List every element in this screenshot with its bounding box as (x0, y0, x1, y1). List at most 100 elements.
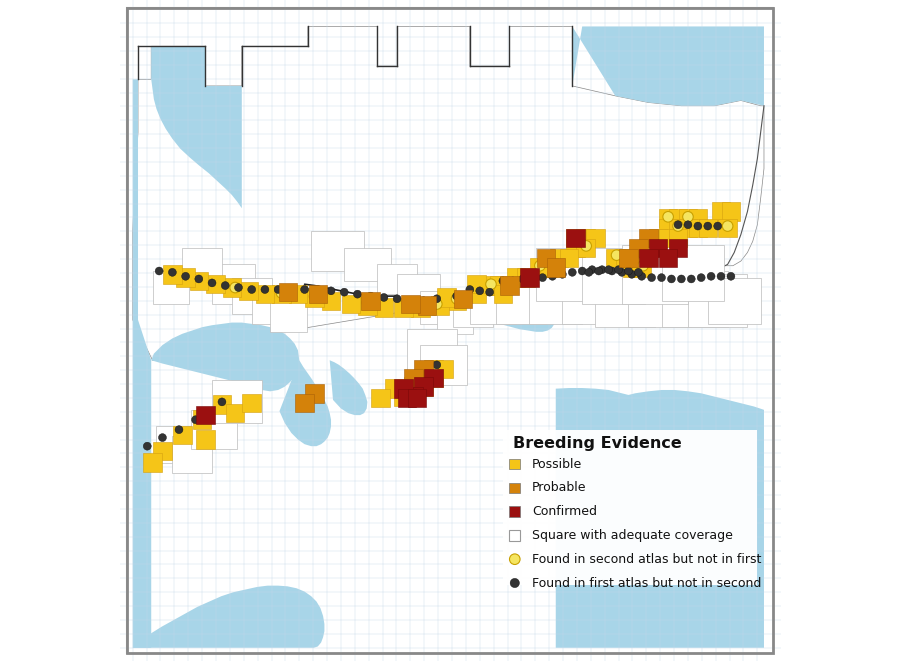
Bar (173, 436, 212, 473)
Circle shape (486, 279, 496, 290)
Bar (358, 296, 376, 315)
Bar (707, 278, 760, 324)
Bar (424, 369, 443, 387)
Bar (437, 288, 456, 307)
Bar (434, 360, 453, 378)
Circle shape (419, 297, 428, 305)
Bar (509, 506, 520, 517)
Bar (414, 377, 433, 396)
Circle shape (380, 293, 388, 301)
Text: Confirmed: Confirmed (532, 505, 597, 518)
Circle shape (508, 277, 517, 285)
Bar (560, 249, 578, 267)
Circle shape (628, 270, 635, 278)
Bar (176, 268, 195, 287)
Bar (679, 219, 698, 237)
Polygon shape (132, 79, 151, 648)
Bar (401, 295, 419, 313)
Bar (688, 274, 747, 327)
Circle shape (235, 284, 242, 292)
Bar (305, 384, 324, 403)
Bar (196, 430, 215, 449)
Circle shape (648, 274, 655, 282)
Bar (414, 360, 433, 378)
Circle shape (674, 221, 682, 229)
Bar (509, 483, 520, 493)
Polygon shape (622, 390, 764, 648)
Circle shape (419, 379, 430, 390)
Bar (688, 219, 707, 237)
Circle shape (618, 268, 626, 276)
Bar (566, 229, 585, 247)
Circle shape (411, 379, 419, 387)
Bar (659, 209, 678, 227)
Polygon shape (132, 360, 151, 648)
Circle shape (608, 267, 616, 275)
Bar (529, 281, 582, 324)
Bar (517, 268, 535, 287)
Bar (414, 369, 433, 387)
Bar (212, 380, 262, 423)
Bar (447, 292, 466, 310)
Circle shape (158, 434, 166, 442)
Circle shape (518, 275, 526, 283)
Circle shape (548, 272, 556, 280)
Circle shape (205, 407, 212, 415)
Bar (622, 245, 688, 304)
Circle shape (287, 286, 295, 293)
Bar (272, 285, 291, 303)
Bar (669, 219, 688, 237)
Circle shape (611, 250, 622, 260)
Bar (424, 369, 443, 387)
Bar (420, 291, 460, 324)
Bar (408, 389, 427, 407)
Circle shape (248, 286, 256, 293)
Bar (424, 360, 443, 378)
Bar (586, 229, 605, 247)
Bar (256, 285, 274, 303)
Bar (309, 285, 327, 303)
Bar (173, 426, 192, 444)
Bar (669, 229, 688, 247)
Circle shape (535, 260, 545, 271)
Bar (404, 377, 423, 396)
Bar (362, 292, 380, 310)
Bar (662, 245, 724, 301)
Bar (191, 410, 238, 449)
Bar (467, 285, 486, 303)
Bar (540, 258, 558, 277)
Circle shape (707, 272, 716, 280)
Bar (649, 239, 668, 257)
Bar (619, 249, 638, 267)
Bar (606, 249, 625, 267)
Bar (397, 274, 440, 311)
Bar (662, 271, 727, 327)
Bar (481, 276, 499, 295)
Bar (377, 264, 417, 294)
Bar (669, 239, 688, 257)
Circle shape (717, 272, 725, 280)
Polygon shape (138, 46, 242, 208)
Circle shape (476, 287, 483, 295)
Circle shape (588, 266, 596, 274)
Text: Probable: Probable (532, 481, 587, 494)
Bar (633, 258, 651, 277)
Bar (414, 377, 433, 396)
Circle shape (698, 274, 705, 282)
Bar (193, 410, 212, 429)
Bar (536, 248, 596, 301)
Circle shape (182, 272, 190, 280)
Bar (431, 296, 449, 315)
Circle shape (393, 295, 401, 303)
Bar (404, 369, 423, 387)
Bar (659, 219, 678, 237)
Bar (311, 231, 364, 271)
Circle shape (354, 290, 362, 298)
Circle shape (714, 222, 722, 230)
Bar (562, 278, 618, 324)
Circle shape (509, 554, 520, 564)
Bar (546, 258, 565, 277)
Bar (242, 394, 261, 412)
Bar (496, 284, 545, 324)
Bar (616, 249, 634, 267)
